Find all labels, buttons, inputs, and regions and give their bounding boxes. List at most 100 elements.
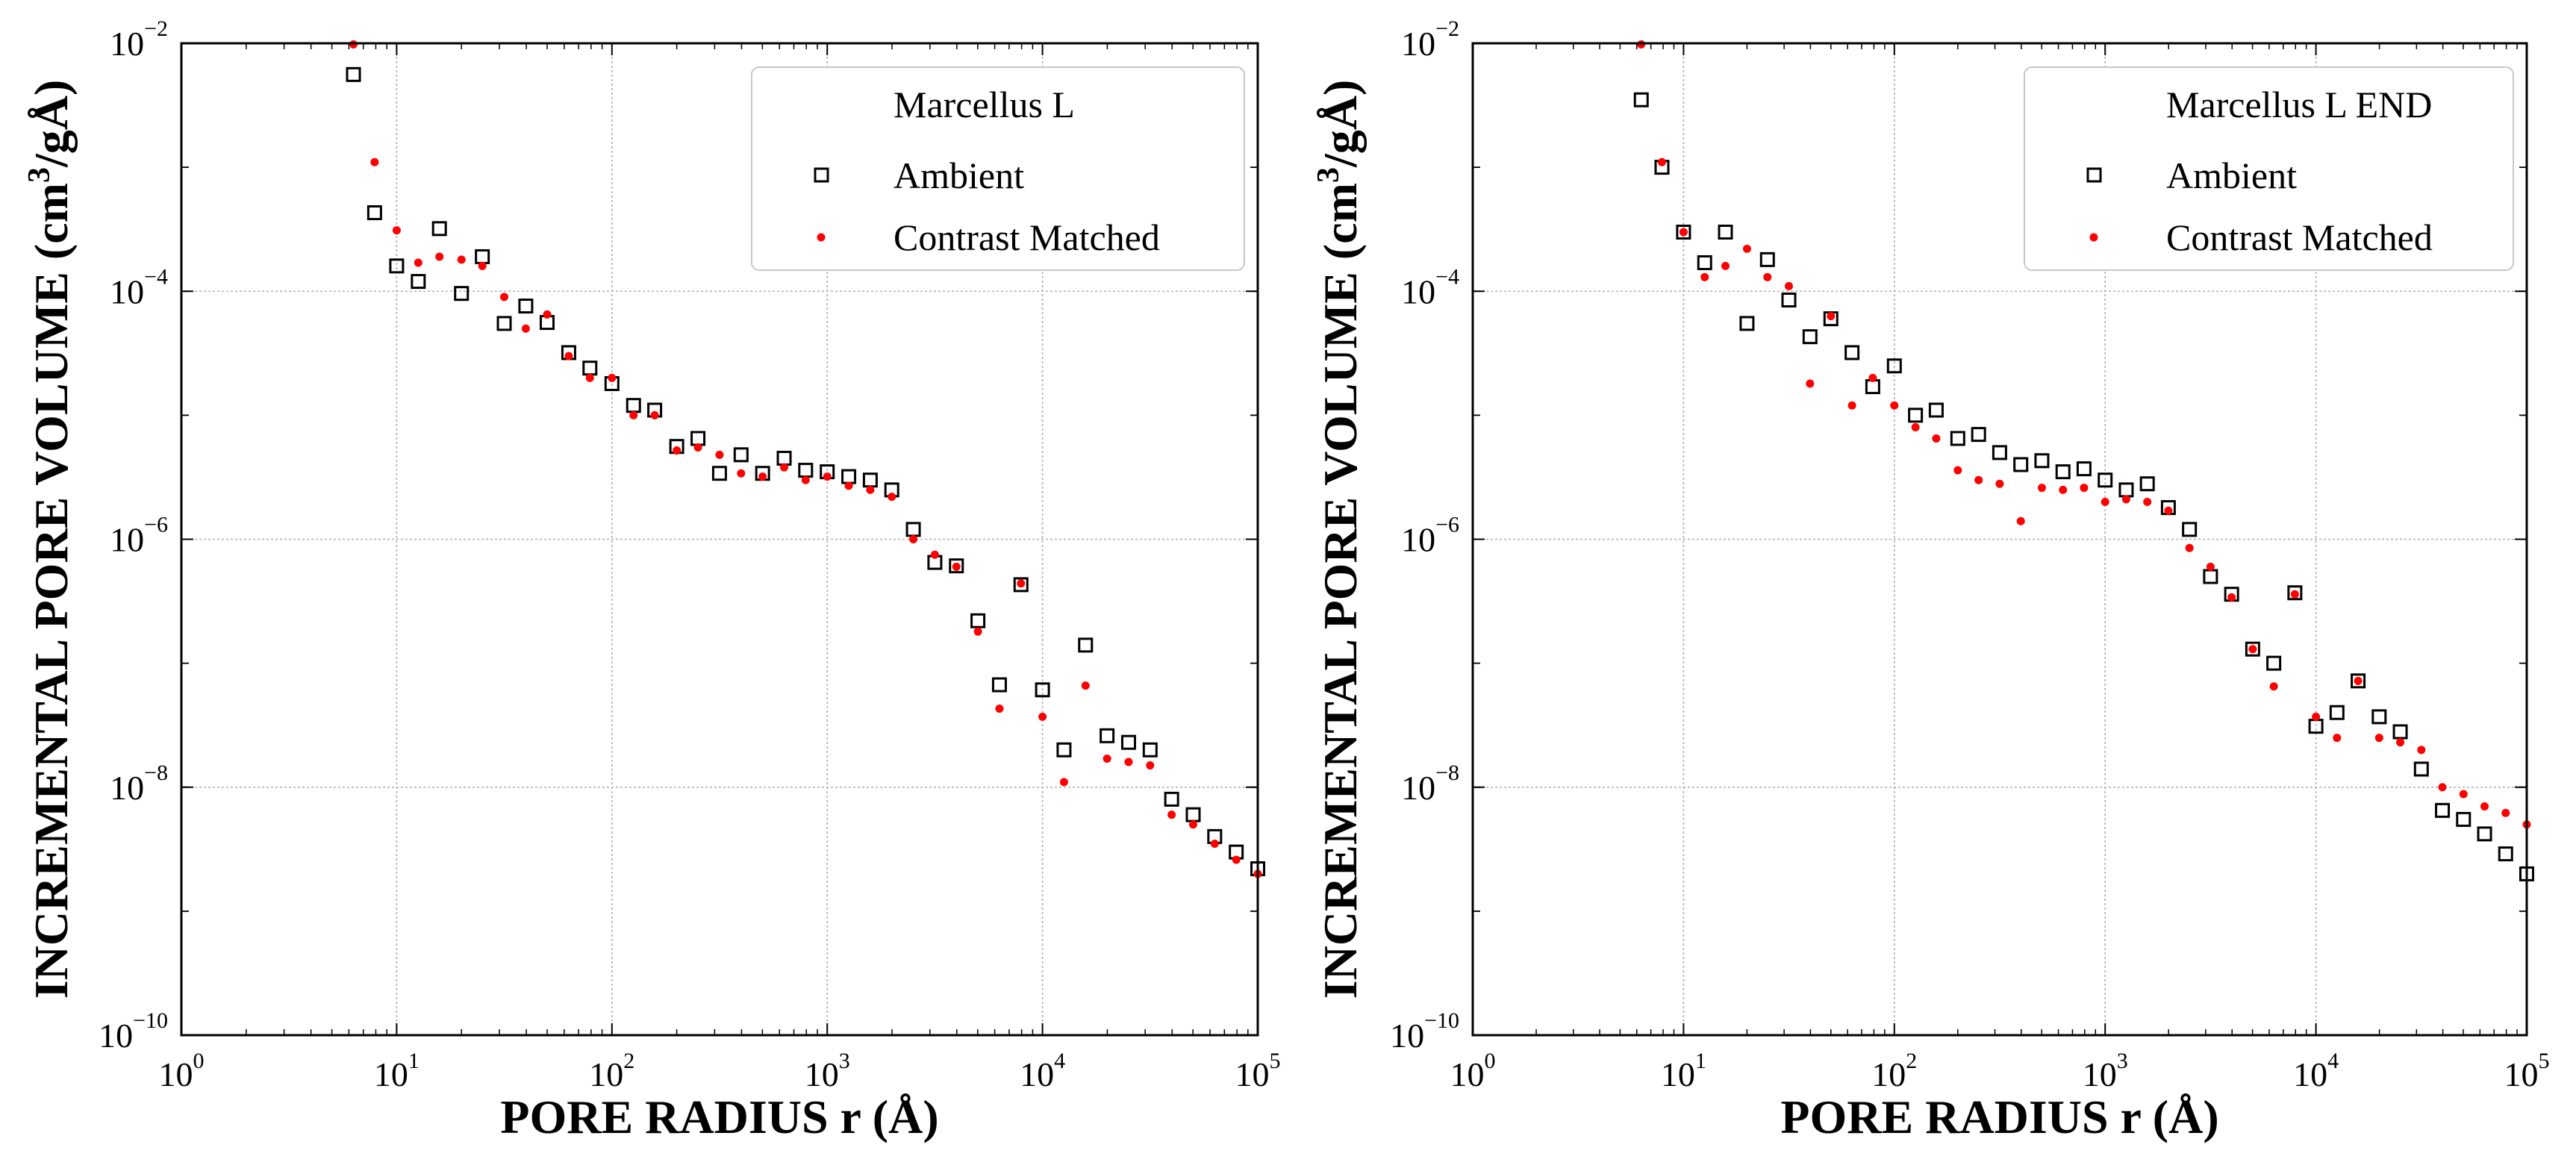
y-tick-label: 10−4	[1401, 264, 1459, 310]
series-contrast-matched	[1637, 40, 2531, 829]
contrast-matched-point	[737, 469, 746, 478]
x-tick-base: 10	[1235, 1055, 1270, 1093]
y-tick-exponent: −8	[1435, 761, 1459, 785]
gridlines	[1473, 43, 2527, 1035]
ambient-point	[2498, 846, 2513, 862]
x-tick-label: 102	[1871, 1049, 1917, 1093]
ambient-point	[2456, 811, 2471, 827]
contrast-matched-point	[1847, 401, 1856, 410]
ambient-point	[2329, 705, 2345, 720]
contrast-matched-point	[2333, 734, 2342, 743]
contrast-matched-point	[2059, 485, 2068, 494]
legend-label: Ambient	[2166, 154, 2297, 196]
ambient-point	[1844, 345, 1860, 360]
x-tick-label: 103	[2083, 1049, 2128, 1093]
x-axis-title: PORE RADIUS r (Å)	[1780, 1090, 2218, 1143]
y-tick-base: 10	[1401, 25, 1435, 63]
contrast-matched-point	[1017, 579, 1026, 588]
legend-ambient-marker	[814, 167, 829, 183]
contrast-matched-point	[673, 446, 682, 455]
x-tick-exponent: 3	[839, 1049, 850, 1073]
contrast-matched-point	[866, 485, 875, 494]
contrast-matched-point	[1953, 466, 1962, 475]
contrast-matched-point	[414, 258, 422, 267]
ambient-point	[454, 286, 470, 302]
x-tick-base: 10	[589, 1055, 623, 1093]
ambient-point	[431, 221, 447, 237]
contrast-matched-point	[478, 261, 487, 270]
contrast-matched-point	[564, 352, 573, 360]
y-tick-base: 10	[1401, 521, 1435, 559]
x-tick-exponent: 3	[2117, 1049, 2128, 1073]
legend-ambient-marker	[2086, 167, 2102, 183]
x-tick-base: 10	[2504, 1055, 2539, 1093]
contrast-matched-point	[2312, 712, 2321, 721]
contrast-matched-point	[995, 705, 1004, 714]
ambient-point	[1142, 742, 1158, 758]
contrast-matched-point	[780, 463, 789, 472]
contrast-matched-point	[1167, 811, 1176, 819]
x-tick-base: 10	[374, 1055, 408, 1093]
ambient-point	[1676, 224, 1691, 240]
axes-frame	[1471, 42, 2528, 1037]
x-axis-title: PORE RADIUS r (Å)	[500, 1090, 938, 1143]
contrast-matched-point	[1827, 312, 1836, 321]
ambient-point	[970, 613, 986, 628]
right-chart-panel: 100 101 102 103 104 10510−1010−810−610−410−2M…	[1312, 16, 2550, 1143]
contrast-matched-point	[435, 252, 444, 261]
legend-label: Contrast Matched	[894, 216, 1160, 258]
y-tick-exponent: −2	[144, 16, 168, 41]
contrast-matched-point	[1721, 261, 1730, 270]
ambient-point	[2287, 585, 2303, 601]
ambient-point	[2013, 457, 2029, 472]
y-tick-label: 10−8	[1401, 761, 1459, 807]
x-tick-labels: 100 101 102 103 104 105	[1450, 43, 2550, 1093]
y-axis-title: INCREMENTAL PORE VOLUME (cm3/gÅ)	[1312, 80, 1367, 999]
contrast-matched-point	[1124, 758, 1133, 766]
contrast-matched-point	[370, 157, 379, 166]
y-tick-label: 10−2	[110, 16, 168, 63]
ambient-point	[1781, 292, 1797, 307]
x-tick-label: 104	[1020, 1049, 1065, 1093]
contrast-matched-point	[1995, 479, 2004, 488]
x-tick-label: 105	[2504, 1049, 2550, 1093]
y-axis-title-superscript: 3	[1312, 167, 1346, 183]
contrast-matched-point	[888, 493, 896, 502]
y-tick-exponent: −10	[1424, 1008, 1459, 1033]
contrast-matched-point	[1188, 820, 1197, 829]
legend: Marcellus L END Ambient Contrast Matched	[2024, 66, 2514, 271]
contrast-matched-point	[2248, 645, 2257, 654]
contrast-matched-point	[1868, 373, 1877, 382]
x-tick-label: 100	[1450, 1049, 1496, 1093]
ambient-point	[1759, 252, 1775, 267]
x-tick-exponent: 5	[1270, 1049, 1281, 1073]
x-tick-base: 10	[2083, 1055, 2117, 1093]
contrast-matched-point	[1742, 244, 1751, 253]
x-tick-label: 101	[374, 1049, 420, 1093]
ambient-point	[1992, 445, 2007, 460]
contrast-matched-point	[650, 410, 659, 419]
legend-contrast-marker	[817, 233, 826, 242]
ambient-point	[1908, 408, 1924, 423]
contrast-matched-point	[952, 562, 961, 571]
y-tick-exponent: −10	[133, 1008, 168, 1033]
x-tick-exponent: 0	[193, 1049, 205, 1073]
y-tick-label: 10−10	[99, 1008, 168, 1055]
x-tick-exponent: 1	[1695, 1049, 1706, 1073]
contrast-matched-point	[2143, 497, 2152, 506]
contrast-matched-point	[1103, 754, 1111, 763]
ambient-point	[1100, 728, 1115, 743]
contrast-matched-point	[500, 293, 509, 302]
ambient-point	[2055, 464, 2071, 480]
legend-box	[2024, 66, 2514, 271]
contrast-matched-point	[801, 475, 810, 484]
y-tick-label: 10−6	[1401, 513, 1459, 559]
y-tick-label: 10−8	[110, 761, 168, 807]
x-tick-exponent: 2	[623, 1049, 634, 1073]
y-tick-base: 10	[99, 1017, 133, 1055]
y-axis-title: INCREMENTAL PORE VOLUME (cm3/gÅ)	[22, 80, 78, 999]
x-tick-exponent: 4	[2327, 1049, 2339, 1073]
ambient-point	[1739, 316, 1755, 331]
y-axis-title-main: INCREMENTAL PORE VOLUME (cm	[1314, 183, 1367, 999]
